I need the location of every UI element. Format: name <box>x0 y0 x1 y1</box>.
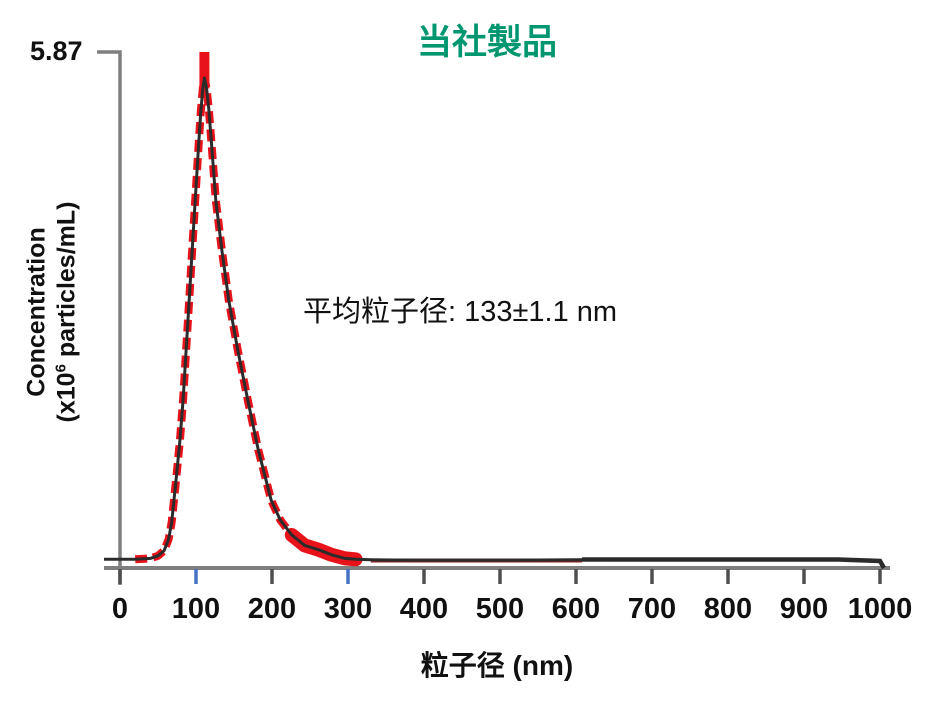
x-tick-label: 200 <box>248 593 296 625</box>
x-tick-label: 1000 <box>848 593 913 625</box>
y-axis-exponent: 6 <box>51 364 69 373</box>
chart-title: 当社製品 <box>416 23 558 62</box>
x-tick-label: 800 <box>704 593 752 625</box>
y-axis-line <box>97 50 122 585</box>
y-axis-label: Concentration (x106 particles/mL) <box>22 202 81 423</box>
x-axis-label: 粒子径 (nm) <box>420 650 574 681</box>
x-tick-label: 900 <box>780 593 828 625</box>
x-tick-label: 600 <box>552 593 600 625</box>
x-tick-label: 500 <box>476 593 524 625</box>
error-band-shoulder <box>284 528 363 567</box>
peak-error-bar <box>199 52 210 89</box>
y-axis-label-line1: Concentration <box>22 227 51 397</box>
x-tick-label: 0 <box>112 593 128 625</box>
mean-size-annotation: 平均粒子径: 133±1.1 nm <box>303 296 618 328</box>
x-tick-label: 100 <box>172 593 220 625</box>
x-tick-label: 700 <box>628 593 676 625</box>
y-axis-label-line2: (x106 particles/mL) <box>51 201 81 423</box>
concentration-curve <box>104 76 873 563</box>
x-tick-label: 400 <box>400 593 448 625</box>
y-max-label: 5.87 <box>30 36 83 66</box>
x-tick-label: 300 <box>324 593 372 625</box>
